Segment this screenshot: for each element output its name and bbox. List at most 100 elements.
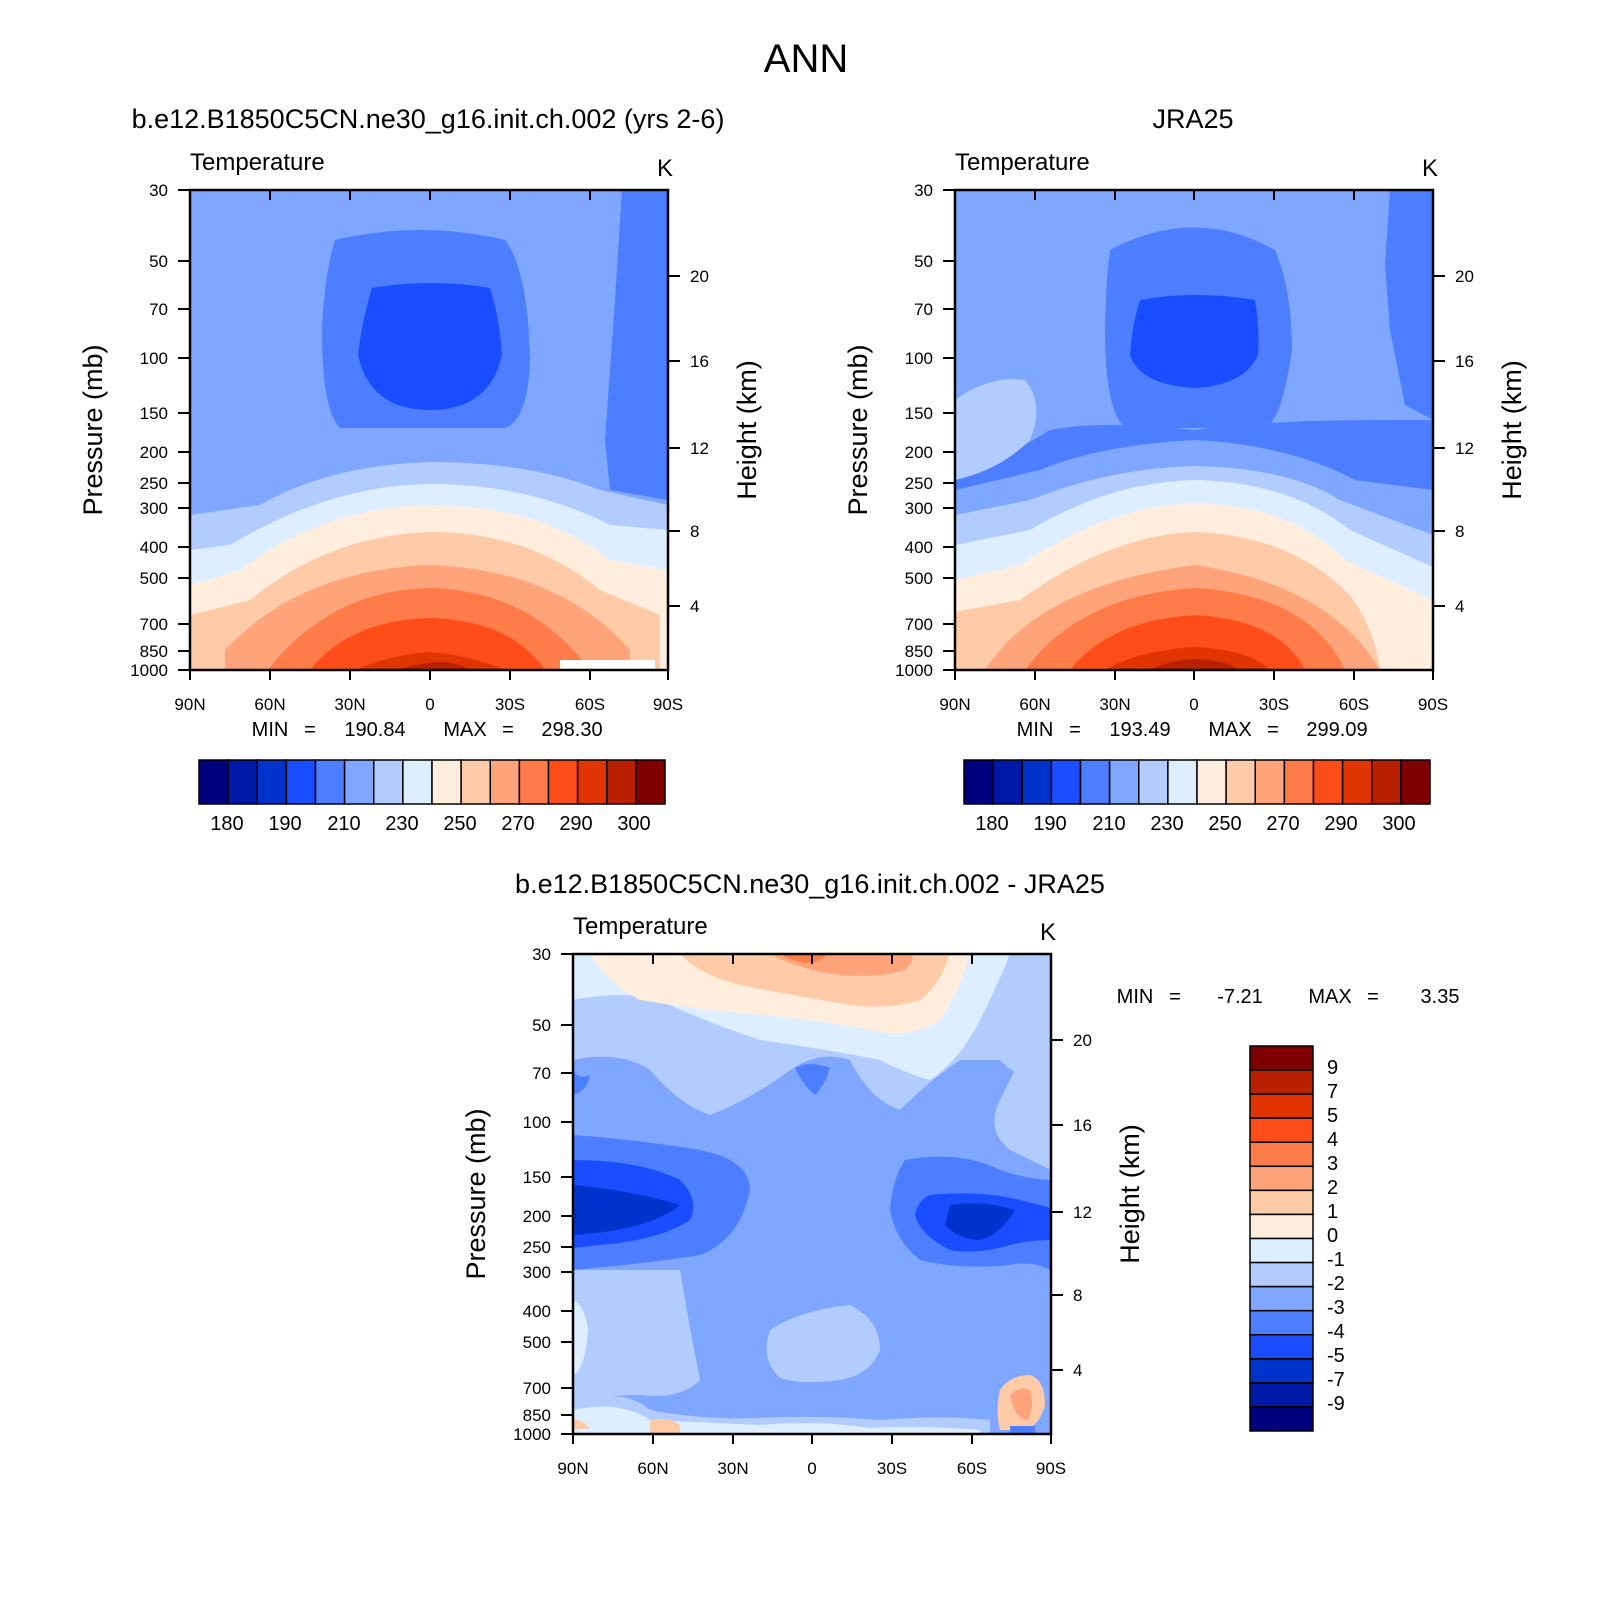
panel-diff-ytick-label: 200 xyxy=(523,1207,551,1226)
panel-obs-ytick-label: 1000 xyxy=(895,661,933,680)
panel-model-title: b.e12.B1850C5CN.ne30_g16.init.ch.002 (yr… xyxy=(132,104,725,134)
colorbar-label: 1 xyxy=(1327,1201,1338,1223)
panel-model-ytick-label: 400 xyxy=(140,538,168,557)
panel-diff-ytick-label: 700 xyxy=(523,1379,551,1398)
colorbar-swatch xyxy=(314,759,346,805)
panel-obs-xtick-label: 30N xyxy=(1099,695,1130,714)
colorbar-label: 270 xyxy=(501,813,534,835)
colorbar-label: 250 xyxy=(1208,813,1241,835)
colorbar-label: 180 xyxy=(210,813,243,835)
panel-obs-xtick-label: 0 xyxy=(1189,695,1198,714)
panel-model-ytick-label: 50 xyxy=(149,252,168,271)
colorbar-swatch xyxy=(1341,759,1373,805)
colorbar-swatch xyxy=(547,759,579,805)
panel-obs-ytick-label: 250 xyxy=(905,474,933,493)
panel-diff-xtick-label: 30S xyxy=(877,1459,907,1478)
colorbar-swatch xyxy=(227,759,258,805)
colorbar-swatch xyxy=(1167,759,1198,805)
panel-model-max-value: 298.30 xyxy=(541,719,602,741)
panel-diff: b.e12.B1850C5CN.ne30_g16.init.ch.002 - J… xyxy=(461,869,1459,1478)
panel-obs-stats: MIN = 193.49 MAX = 299.09 xyxy=(1017,719,1368,741)
colorbar-label: 300 xyxy=(1382,813,1415,835)
panel-diff-ytick-label: 100 xyxy=(523,1113,551,1132)
colorbar-label: 290 xyxy=(559,813,592,835)
panel-model-colorbar-labels: 180 190 210 230 250 270 290 300 xyxy=(210,813,650,835)
colorbar-swatch xyxy=(1249,1309,1314,1336)
colorbar-swatch xyxy=(1249,1069,1314,1095)
panel-obs-title: JRA25 xyxy=(1152,104,1233,134)
panel-model-htick-label: 12 xyxy=(690,439,709,458)
colorbar-label: -9 xyxy=(1327,1393,1345,1415)
colorbar-swatch xyxy=(1249,1189,1314,1216)
panel-model-ytick-label: 150 xyxy=(140,404,168,423)
colorbar-swatch xyxy=(1249,1382,1314,1408)
panel-model-xtick-label: 60S xyxy=(575,695,605,714)
panel-obs-xtick-label: 30S xyxy=(1259,695,1289,714)
colorbar-swatch xyxy=(1312,759,1344,805)
colorbar-swatch xyxy=(576,759,608,805)
colorbar-label: 5 xyxy=(1327,1105,1338,1127)
colorbar-label: -7 xyxy=(1327,1369,1345,1391)
colorbar-swatch xyxy=(1249,1285,1314,1312)
colorbar-label: 250 xyxy=(443,813,476,835)
panel-model-ytick-label: 700 xyxy=(140,615,168,634)
panel-diff-xtick-label: 90N xyxy=(557,1459,588,1478)
panel-model-xtick-label: 30S xyxy=(495,695,525,714)
panel-model-xtick-label: 30N xyxy=(334,695,365,714)
panel-diff-xtick-label: 60N xyxy=(637,1459,668,1478)
panel-obs-hticks: 4 8 12 16 20 xyxy=(1433,267,1474,616)
colorbar-swatch xyxy=(489,759,521,805)
colorbar-label: -4 xyxy=(1327,1321,1345,1343)
colorbar-label: 210 xyxy=(1092,813,1125,835)
panel-diff-htick-label: 12 xyxy=(1073,1203,1092,1222)
panel-model-min-label: MIN xyxy=(252,719,289,741)
panel-diff-htick-label: 20 xyxy=(1073,1031,1092,1050)
panel-diff-max-value: 3.35 xyxy=(1421,986,1460,1008)
panel-diff-contours xyxy=(573,954,1051,1434)
panel-diff-xtick-label: 90S xyxy=(1036,1459,1066,1478)
colorbar-swatch xyxy=(1249,1141,1314,1168)
colorbar-swatch xyxy=(1108,759,1140,805)
colorbar-label: -5 xyxy=(1327,1345,1345,1367)
panel-obs-ytick-label: 400 xyxy=(905,538,933,557)
panel-model-ytick-label: 30 xyxy=(149,181,168,200)
panel-obs-htick-label: 12 xyxy=(1455,439,1474,458)
panel-diff-ytick-label: 1000 xyxy=(513,1425,551,1444)
panel-diff-ylabel-right: Height (km) xyxy=(1115,1124,1145,1264)
panel-model-ylabel-right: Height (km) xyxy=(732,360,762,500)
panel-diff-ytick-label: 300 xyxy=(523,1263,551,1282)
panel-obs-ytick-label: 150 xyxy=(905,404,933,423)
panel-model-xtick-label: 0 xyxy=(425,695,434,714)
panel-model: b.e12.B1850C5CN.ne30_g16.init.ch.002 (yr… xyxy=(78,104,762,835)
colorbar-label: 2 xyxy=(1327,1177,1338,1199)
colorbar-swatch xyxy=(518,759,550,805)
colorbar-swatch xyxy=(963,759,994,805)
panel-obs-max-label: MAX xyxy=(1208,719,1251,741)
colorbar-swatch xyxy=(1249,1045,1314,1071)
panel-model-stats: MIN = 190.84 MAX = 298.30 xyxy=(252,719,603,741)
panel-obs-xtick-label: 90N xyxy=(939,695,970,714)
colorbar-swatch xyxy=(1249,1093,1314,1119)
colorbar-swatch xyxy=(1371,759,1402,805)
panel-model-contours xyxy=(190,190,668,670)
svg-text:=: = xyxy=(502,719,514,741)
panel-model-htick-label: 8 xyxy=(690,522,699,541)
panel-model-left-string: Temperature xyxy=(190,149,325,176)
svg-text:=: = xyxy=(304,719,316,741)
panel-diff-ytick-label: 70 xyxy=(532,1064,551,1083)
colorbar-swatch xyxy=(373,759,404,805)
panel-diff-ytick-label: 500 xyxy=(523,1333,551,1352)
panel-diff-htick-label: 16 xyxy=(1073,1116,1092,1135)
colorbar-label: 230 xyxy=(1150,813,1183,835)
panel-obs-contours xyxy=(955,190,1433,670)
panel-diff-units: K xyxy=(1040,919,1056,946)
panel-obs-htick-label: 20 xyxy=(1455,267,1474,286)
panel-obs-xtick-label: 90S xyxy=(1418,695,1448,714)
panel-diff-ytick-label: 50 xyxy=(532,1016,551,1035)
colorbar-swatch xyxy=(1225,759,1256,805)
panel-model-yticks: 30 50 70 100 150 200 250 300 400 500 700… xyxy=(130,181,190,680)
panel-obs-yticks: 30 50 70 100 150 200 250 300 400 500 700… xyxy=(895,181,955,680)
panel-obs-min-value: 193.49 xyxy=(1109,719,1170,741)
panel-obs-max-value: 299.09 xyxy=(1306,719,1367,741)
